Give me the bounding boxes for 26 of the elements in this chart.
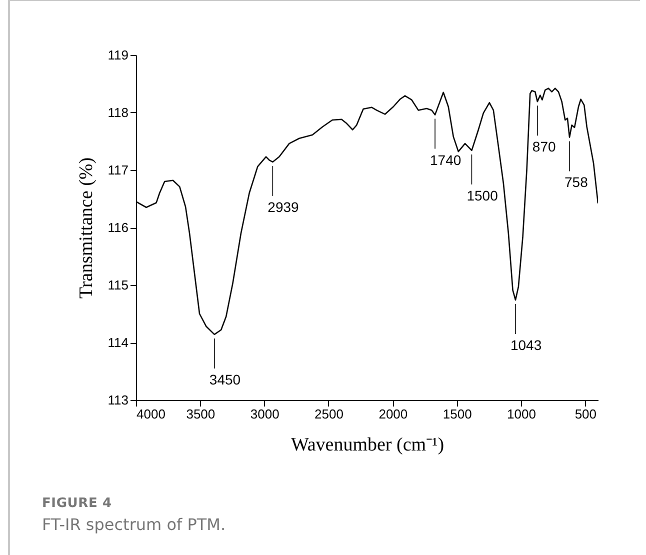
x-tick-label: 4000	[136, 406, 166, 422]
annotation: 3450	[209, 371, 241, 388]
x-tick-label: 2500	[314, 406, 344, 422]
y-axis-title: Transmittance (%)	[76, 157, 97, 299]
x-tick-label: 3500	[186, 406, 216, 422]
x-tick-label: 1000	[507, 406, 536, 422]
annotation: 758	[564, 174, 588, 190]
y-tick-label: 115	[108, 278, 128, 292]
y-tick-label: 113	[108, 392, 128, 408]
y-tick-label: 118	[108, 105, 128, 120]
text: FT-IR spectrum of PTM.	[42, 515, 226, 534]
annotation: 2939	[268, 198, 300, 215]
x-axis-title: Wavenumber (cm⁻¹)	[290, 434, 444, 456]
annotation: 870	[532, 138, 556, 155]
y-tick-label: 119	[108, 48, 128, 62]
annotation: 1043	[510, 336, 542, 353]
y-tick-label: 117	[108, 162, 128, 178]
x-tick-label: 3000	[250, 406, 280, 422]
x-tick-label: 2000	[378, 406, 408, 422]
y-tick-label: 114	[108, 335, 128, 350]
y-tick-label: 116	[108, 220, 128, 235]
caption: FIGURE 4	[42, 496, 113, 511]
x-tick-label: 1500	[442, 406, 472, 422]
annotation: 1740	[430, 152, 462, 168]
annotation: 1500	[466, 187, 498, 204]
x-tick-label: 500	[574, 406, 597, 422]
